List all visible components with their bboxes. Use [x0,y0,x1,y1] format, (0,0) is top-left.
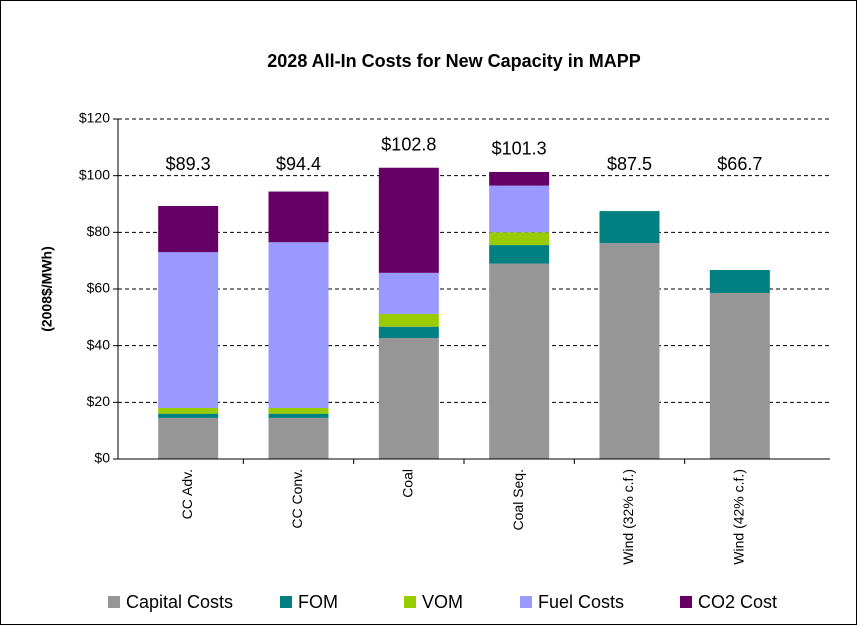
bar-segment [378,338,439,459]
total-label: $87.5 [607,154,652,174]
y-tick-label: $80 [87,223,111,239]
total-label: $102.8 [381,134,436,154]
legend-label: CO2 Cost [698,592,777,612]
total-label: $101.3 [492,139,547,159]
bar-segment [158,417,219,459]
x-tick-label: Coal Seq. [510,469,526,530]
y-tick-label: $40 [87,336,111,352]
bar-segment [709,292,770,459]
x-tick-label: Wind (32% c.f.) [620,469,636,565]
legend-swatch [280,596,292,608]
bar-segment [378,313,439,327]
bar-segment [268,408,329,414]
bar-segment [268,242,329,408]
x-tick-label: Coal [400,469,416,498]
y-axis-label: (2008$/MWh) [39,246,55,332]
legend-swatch [108,596,120,608]
y-tick-label: $20 [87,393,111,409]
bar-segment [489,171,550,186]
bar-segment [599,211,660,244]
bar-segment [709,270,770,293]
total-label: $66.7 [717,154,762,174]
y-tick-label: $0 [94,450,110,466]
legend-label: Capital Costs [126,592,233,612]
x-tick-label: Wind (42% c.f.) [731,469,747,565]
bar-segment [158,252,219,408]
legend-label: FOM [298,592,338,612]
total-label: $89.3 [166,154,211,174]
legend-label: Fuel Costs [538,592,624,612]
y-tick-label: $60 [87,280,111,296]
legend-label: VOM [422,592,463,612]
bar-segment [158,413,219,418]
bar-segment [599,243,660,459]
bar-segment [268,417,329,459]
bar-segment [489,232,550,246]
legend-swatch [520,596,532,608]
x-tick-label: CC Adv. [179,469,195,519]
bar-segment [268,191,329,243]
bar-segment [489,245,550,264]
x-tick-label: CC Conv. [289,469,305,529]
bar-segment [158,205,219,253]
bar-segment [489,263,550,459]
bar-segment [158,408,219,414]
bar-segment [489,185,550,233]
y-tick-label: $100 [79,166,110,182]
legend-swatch [404,596,416,608]
legend-swatch [680,596,692,608]
total-label: $94.4 [276,154,321,174]
bar-segment [378,326,439,339]
bar-segment [268,413,329,418]
bar-segment [378,272,439,314]
bar-segment [378,167,439,273]
y-tick-label: $120 [79,110,110,126]
chart-title: 2028 All-In Costs for New Capacity in MA… [267,51,640,71]
